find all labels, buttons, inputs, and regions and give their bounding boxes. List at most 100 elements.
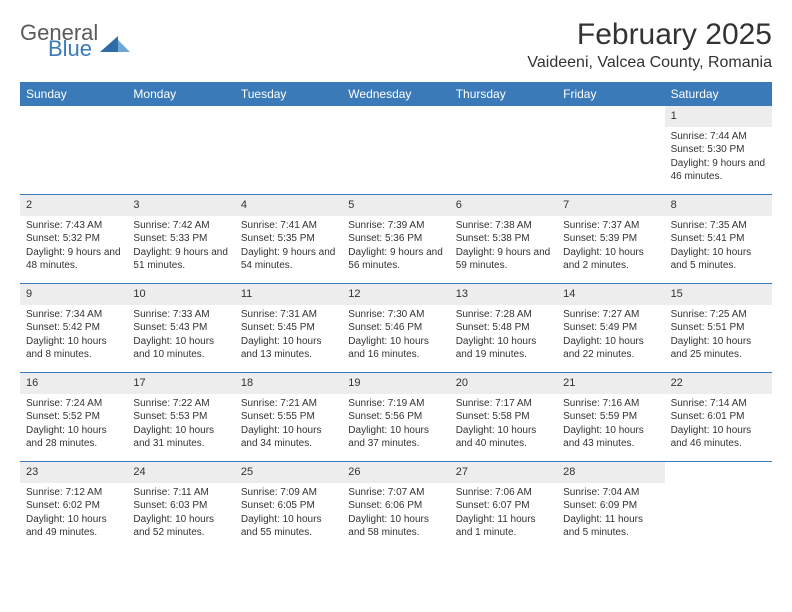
day-number: 13 [450, 284, 557, 305]
day-details: Sunrise: 7:21 AMSunset: 5:55 PMDaylight:… [235, 394, 342, 457]
week-row: 1Sunrise: 7:44 AMSunset: 5:30 PMDaylight… [20, 106, 772, 195]
day-details: Sunrise: 7:17 AMSunset: 5:58 PMDaylight:… [450, 394, 557, 457]
day-number: 14 [557, 284, 664, 305]
day-details: Sunrise: 7:33 AMSunset: 5:43 PMDaylight:… [127, 305, 234, 368]
day-header-thursday: Thursday [450, 82, 557, 106]
day-number: 7 [557, 195, 664, 216]
calendar-cell: 2Sunrise: 7:43 AMSunset: 5:32 PMDaylight… [20, 195, 127, 283]
day-details: Sunrise: 7:38 AMSunset: 5:38 PMDaylight:… [450, 216, 557, 279]
day-detail-line: Sunset: 5:41 PM [671, 232, 766, 246]
calendar-cell [127, 106, 234, 194]
day-detail-line: Sunset: 5:49 PM [563, 321, 658, 335]
calendar-cell: 7Sunrise: 7:37 AMSunset: 5:39 PMDaylight… [557, 195, 664, 283]
day-detail-line: Sunset: 5:58 PM [456, 410, 551, 424]
calendar-cell [450, 106, 557, 194]
calendar-cell: 3Sunrise: 7:42 AMSunset: 5:33 PMDaylight… [127, 195, 234, 283]
day-number: 5 [342, 195, 449, 216]
day-detail-line: Daylight: 10 hours and 58 minutes. [348, 513, 443, 540]
calendar-cell: 24Sunrise: 7:11 AMSunset: 6:03 PMDayligh… [127, 462, 234, 550]
day-detail-line: Sunset: 5:38 PM [456, 232, 551, 246]
day-number: 18 [235, 373, 342, 394]
day-detail-line: Sunrise: 7:09 AM [241, 486, 336, 500]
day-number: 1 [665, 106, 772, 127]
day-details [20, 112, 127, 121]
day-detail-line: Daylight: 10 hours and 10 minutes. [133, 335, 228, 362]
day-detail-line: Sunrise: 7:07 AM [348, 486, 443, 500]
day-detail-line: Sunset: 6:07 PM [456, 499, 551, 513]
day-detail-line: Daylight: 10 hours and 22 minutes. [563, 335, 658, 362]
day-detail-line: Sunrise: 7:16 AM [563, 397, 658, 411]
day-detail-line: Sunset: 5:46 PM [348, 321, 443, 335]
day-detail-line: Daylight: 10 hours and 46 minutes. [671, 424, 766, 451]
day-detail-line: Daylight: 10 hours and 25 minutes. [671, 335, 766, 362]
day-header-row: Sunday Monday Tuesday Wednesday Thursday… [20, 82, 772, 106]
calendar-cell: 16Sunrise: 7:24 AMSunset: 5:52 PMDayligh… [20, 373, 127, 461]
calendar-cell [20, 106, 127, 194]
day-detail-line: Sunset: 6:06 PM [348, 499, 443, 513]
day-detail-line: Daylight: 10 hours and 2 minutes. [563, 246, 658, 273]
day-detail-line: Sunset: 6:02 PM [26, 499, 121, 513]
day-detail-line: Sunrise: 7:27 AM [563, 308, 658, 322]
title-block: February 2025 Vaideeni, Valcea County, R… [527, 18, 772, 72]
day-detail-line: Sunset: 6:03 PM [133, 499, 228, 513]
day-detail-line: Sunset: 5:42 PM [26, 321, 121, 335]
day-details [557, 112, 664, 121]
day-details: Sunrise: 7:12 AMSunset: 6:02 PMDaylight:… [20, 483, 127, 546]
week-row: 23Sunrise: 7:12 AMSunset: 6:02 PMDayligh… [20, 462, 772, 550]
day-detail-line: Daylight: 10 hours and 5 minutes. [671, 246, 766, 273]
day-number: 11 [235, 284, 342, 305]
day-number: 16 [20, 373, 127, 394]
day-detail-line: Sunset: 6:09 PM [563, 499, 658, 513]
day-detail-line: Sunrise: 7:11 AM [133, 486, 228, 500]
calendar-cell: 22Sunrise: 7:14 AMSunset: 6:01 PMDayligh… [665, 373, 772, 461]
day-detail-line: Daylight: 10 hours and 8 minutes. [26, 335, 121, 362]
calendar-cell: 15Sunrise: 7:25 AMSunset: 5:51 PMDayligh… [665, 284, 772, 372]
day-detail-line: Daylight: 10 hours and 43 minutes. [563, 424, 658, 451]
day-number: 17 [127, 373, 234, 394]
day-detail-line: Sunrise: 7:28 AM [456, 308, 551, 322]
day-number: 6 [450, 195, 557, 216]
day-number: 10 [127, 284, 234, 305]
day-details [665, 468, 772, 477]
calendar-cell: 25Sunrise: 7:09 AMSunset: 6:05 PMDayligh… [235, 462, 342, 550]
calendar-cell: 26Sunrise: 7:07 AMSunset: 6:06 PMDayligh… [342, 462, 449, 550]
calendar-cell: 4Sunrise: 7:41 AMSunset: 5:35 PMDaylight… [235, 195, 342, 283]
day-details [450, 112, 557, 121]
week-row: 9Sunrise: 7:34 AMSunset: 5:42 PMDaylight… [20, 284, 772, 373]
day-details: Sunrise: 7:09 AMSunset: 6:05 PMDaylight:… [235, 483, 342, 546]
day-details: Sunrise: 7:14 AMSunset: 6:01 PMDaylight:… [665, 394, 772, 457]
calendar-cell: 5Sunrise: 7:39 AMSunset: 5:36 PMDaylight… [342, 195, 449, 283]
day-detail-line: Sunset: 5:33 PM [133, 232, 228, 246]
day-details [342, 112, 449, 121]
day-detail-line: Daylight: 9 hours and 56 minutes. [348, 246, 443, 273]
day-header-friday: Friday [557, 82, 664, 106]
day-number: 15 [665, 284, 772, 305]
day-detail-line: Sunrise: 7:12 AM [26, 486, 121, 500]
day-number: 24 [127, 462, 234, 483]
calendar: Sunday Monday Tuesday Wednesday Thursday… [20, 82, 772, 550]
day-header-sunday: Sunday [20, 82, 127, 106]
day-detail-line: Sunrise: 7:30 AM [348, 308, 443, 322]
day-detail-line: Sunset: 5:35 PM [241, 232, 336, 246]
calendar-cell [557, 106, 664, 194]
day-detail-line: Sunrise: 7:24 AM [26, 397, 121, 411]
calendar-cell: 8Sunrise: 7:35 AMSunset: 5:41 PMDaylight… [665, 195, 772, 283]
day-number: 27 [450, 462, 557, 483]
day-detail-line: Sunrise: 7:14 AM [671, 397, 766, 411]
day-number: 25 [235, 462, 342, 483]
day-details: Sunrise: 7:07 AMSunset: 6:06 PMDaylight:… [342, 483, 449, 546]
day-details: Sunrise: 7:16 AMSunset: 5:59 PMDaylight:… [557, 394, 664, 457]
day-header-monday: Monday [127, 82, 234, 106]
logo-text-blue: Blue [48, 38, 98, 60]
day-detail-line: Sunrise: 7:31 AM [241, 308, 336, 322]
day-details: Sunrise: 7:28 AMSunset: 5:48 PMDaylight:… [450, 305, 557, 368]
day-detail-line: Sunset: 6:05 PM [241, 499, 336, 513]
day-detail-line: Sunset: 5:48 PM [456, 321, 551, 335]
day-detail-line: Daylight: 11 hours and 1 minute. [456, 513, 551, 540]
day-details: Sunrise: 7:11 AMSunset: 6:03 PMDaylight:… [127, 483, 234, 546]
day-number: 12 [342, 284, 449, 305]
calendar-cell [342, 106, 449, 194]
day-details: Sunrise: 7:35 AMSunset: 5:41 PMDaylight:… [665, 216, 772, 279]
day-detail-line: Sunset: 5:51 PM [671, 321, 766, 335]
day-detail-line: Daylight: 9 hours and 59 minutes. [456, 246, 551, 273]
